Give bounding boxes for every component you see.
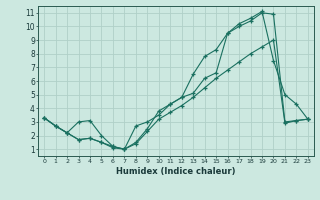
X-axis label: Humidex (Indice chaleur): Humidex (Indice chaleur) — [116, 167, 236, 176]
